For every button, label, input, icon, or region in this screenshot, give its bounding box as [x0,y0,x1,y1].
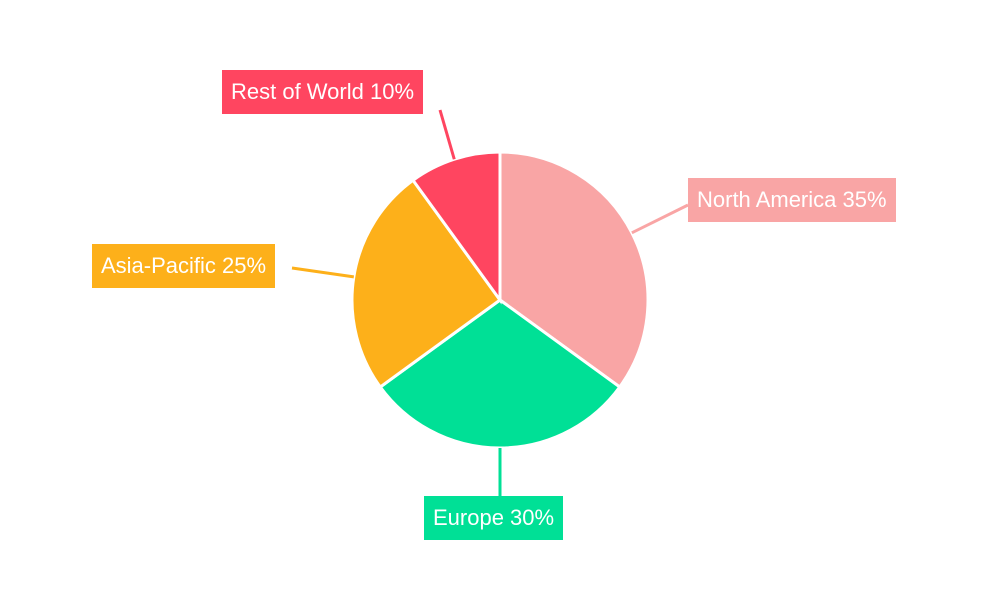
pie-slice-europe [378,298,622,450]
label-europe: Europe 30% [424,496,564,540]
label-north-america: North America 35% [688,178,896,222]
leader-line-north-america [631,203,689,235]
leader-line-rest-of-world [438,109,456,160]
leader-line-asia-pacific [291,266,355,279]
pie-slice-asia-pacific [350,178,503,390]
pie-slice-north-america [498,150,650,390]
label-rest-of-world: Rest of World 10% [222,70,424,114]
label-asia-pacific: Asia-Pacific 25% [92,244,276,288]
